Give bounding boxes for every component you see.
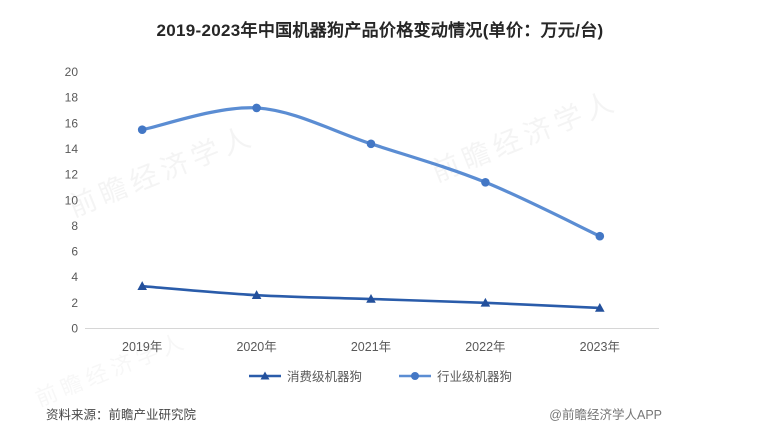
data-point-circle	[137, 125, 147, 135]
legend-swatch-circle-icon	[399, 371, 431, 380]
legend-label-consumer: 消费级机器狗	[286, 370, 362, 384]
legend-label-industry: 行业级机器狗	[437, 370, 513, 384]
footer: 资料来源：前瞻产业研究院 @前瞻经济学人APP	[46, 404, 662, 423]
y-tick-label: 4	[71, 270, 78, 284]
chart-legend: 消费级机器狗 行业级机器狗	[0, 366, 760, 385]
y-tick-label: 6	[71, 245, 78, 259]
y-tick-label: 0	[71, 322, 78, 336]
x-tick-label: 2019年	[122, 340, 162, 354]
data-point-triangle	[595, 302, 605, 312]
series-line-1	[140, 106, 602, 238]
legend-marker-triangle	[260, 371, 270, 379]
data-source-text: 资料来源：前瞻产业研究院	[46, 408, 197, 422]
legend-marker-circle	[411, 371, 419, 380]
data-point-circle	[252, 103, 261, 113]
legend-item-industry: 行业级机器狗	[398, 366, 512, 385]
legend-item-consumer: 消费级机器狗	[248, 366, 362, 385]
x-tick-label: 2022年	[465, 340, 505, 354]
data-point-triangle	[480, 297, 491, 307]
chart-title: 2019-2023年中国机器狗产品价格变动情况(单价：万元/台)	[156, 21, 604, 40]
data-point-circle	[481, 177, 490, 187]
y-tick-label: 14	[65, 142, 79, 156]
legend-swatch-triangle-icon	[248, 371, 281, 379]
data-point-circle	[595, 231, 605, 241]
y-tick-label: 12	[65, 168, 79, 182]
data-point-circle	[366, 139, 376, 149]
y-tick-label: 2	[71, 296, 78, 310]
data-point-triangle	[137, 281, 147, 290]
data-point-triangle	[366, 294, 376, 303]
y-tick-label: 8	[71, 219, 78, 233]
credit-text: @前瞻经济学人APP	[549, 408, 662, 422]
data-point-triangle	[251, 290, 262, 299]
x-tick-label: 2020年	[236, 340, 276, 354]
x-tick-label: 2021年	[351, 340, 391, 354]
x-tick-label: 2023年	[580, 340, 620, 354]
y-tick-label: 16	[65, 116, 79, 130]
y-tick-label: 10	[65, 193, 79, 207]
y-tick-label: 20	[65, 65, 79, 79]
y-tick-label: 18	[65, 91, 79, 105]
